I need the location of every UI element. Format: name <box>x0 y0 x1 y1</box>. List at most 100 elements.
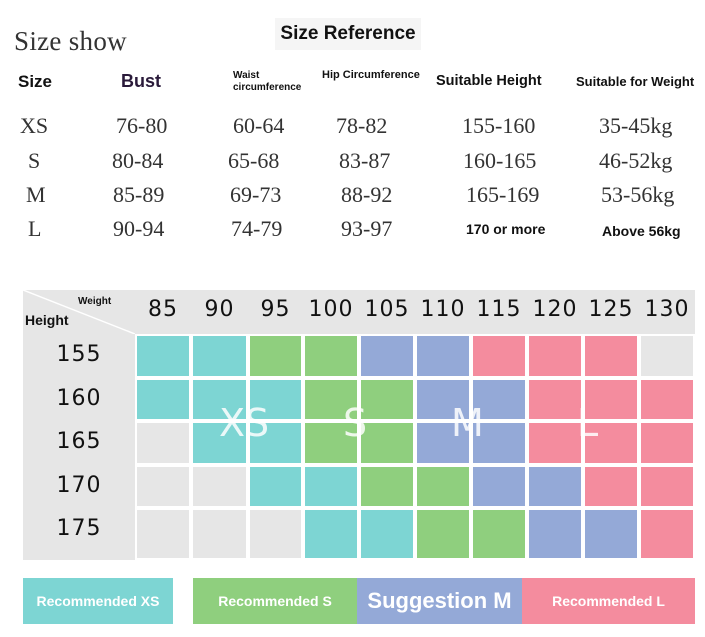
grid-cell-s <box>359 465 415 508</box>
table-cell-weight: 46-52kg <box>599 148 673 173</box>
column-header-bust: Bust <box>121 71 161 91</box>
grid-cell-s <box>415 465 471 508</box>
weight-column-label: 115 <box>476 297 522 322</box>
table-cell-waist: 69-73 <box>230 182 282 207</box>
grid-cell-l <box>527 378 583 421</box>
legend-l: Recommended L <box>522 578 695 624</box>
grid-cell-none <box>135 508 191 560</box>
table-cell-hip: 93-97 <box>341 216 393 241</box>
grid-cell-m <box>471 378 527 421</box>
height-row-label: 170 <box>56 473 102 498</box>
grid-cell-xs <box>191 334 248 378</box>
corner-weight-label: Weight <box>78 296 112 307</box>
weight-column-label: 85 <box>148 297 178 322</box>
legend-m: Suggestion M <box>357 578 522 624</box>
grid-cell-xs <box>303 465 359 508</box>
grid-cell-none <box>191 508 248 560</box>
column-header-weight: Suitable for Weight <box>576 74 695 89</box>
grid-cell-l <box>639 508 695 560</box>
height-row-label: 160 <box>56 386 102 411</box>
grid-cell-s <box>303 421 359 465</box>
grid-cell-none <box>639 334 695 378</box>
size-grid-chart: Weight Height 85 90 95 100 105 110 115 120 125 13… <box>23 290 695 560</box>
legend-s: Recommended S <box>193 578 357 624</box>
grid-cell-l <box>583 465 639 508</box>
grid-cell-s <box>471 508 527 560</box>
grid-cell-s <box>303 378 359 421</box>
grid-cell-m <box>415 334 471 378</box>
table-cell-hip: 88-92 <box>341 182 393 207</box>
height-row-label: 175 <box>56 516 102 541</box>
table-cell-hip: 83-87 <box>339 148 391 173</box>
height-row-label: 155 <box>56 342 102 367</box>
table-cell-waist: 74-79 <box>231 216 283 241</box>
grid-cell-xs <box>135 334 191 378</box>
grid-cell-m <box>415 378 471 421</box>
zone-label-m: M <box>451 401 484 445</box>
grid-cell-l <box>583 421 639 465</box>
table-cell-bust: 90-94 <box>113 216 165 241</box>
grid-cell-l <box>527 421 583 465</box>
grid-cell-m <box>527 465 583 508</box>
grid-cell-l <box>639 465 695 508</box>
size-show-label: Size show <box>14 26 127 56</box>
zone-label-xs: XS <box>219 401 270 445</box>
table-cell-hip: 78-82 <box>336 113 388 138</box>
corner-height-label: Height <box>25 312 69 328</box>
table-cell-height: 165-169 <box>466 182 540 207</box>
zone-label-l: L <box>577 401 599 445</box>
weight-column-label: 105 <box>364 297 410 322</box>
grid-cell-s <box>248 334 303 378</box>
grid-cell-xs <box>248 421 303 465</box>
grid-cell-xs <box>248 465 303 508</box>
grid-cell-xs <box>303 508 359 560</box>
table-cell-weight: 35-45kg <box>599 113 673 138</box>
weight-column-label: 125 <box>588 297 634 322</box>
zone-label-s: S <box>343 401 368 445</box>
grid-cell-s <box>303 334 359 378</box>
table-cell-size: XS <box>20 113 49 138</box>
grid-cell-m <box>471 421 527 465</box>
page-title: Size Reference <box>275 18 421 50</box>
table-cell-weight: Above 56kg <box>602 223 681 239</box>
table-cell-height: 155-160 <box>462 113 536 138</box>
grid-cell-none <box>135 421 191 465</box>
corner-diagonal <box>23 290 135 334</box>
grid-cell-l <box>583 378 639 421</box>
column-header-size: Size <box>18 72 53 91</box>
weight-column-label: 120 <box>532 297 578 322</box>
table-cell-waist: 65-68 <box>228 148 280 173</box>
weight-column-label: 100 <box>308 297 354 322</box>
grid-cell-none <box>248 508 303 560</box>
grid-cell-xs <box>191 421 248 465</box>
grid-cell-l <box>471 334 527 378</box>
table-cell-waist: 60-64 <box>233 113 285 138</box>
column-header-height: Suitable Height <box>436 73 542 89</box>
height-row-label: 165 <box>56 429 102 454</box>
grid-cell-none <box>191 465 248 508</box>
grid-cell-m <box>527 508 583 560</box>
table-cell-weight: 53-56kg <box>601 182 675 207</box>
grid-cell-s <box>359 421 415 465</box>
grid-cell-l <box>639 378 695 421</box>
table-cell-size: L <box>28 216 42 241</box>
grid-cell-l <box>527 334 583 378</box>
grid-cell-none <box>135 465 191 508</box>
grid-cell-xs <box>135 378 191 421</box>
column-header-waist: Waist circumference <box>233 70 302 93</box>
column-header-hip: Hip Circumference <box>322 69 420 81</box>
grid-cell-m <box>415 421 471 465</box>
table-cell-bust: 85-89 <box>113 182 165 207</box>
weight-column-label: 95 <box>260 297 291 322</box>
grid-cell-xs <box>191 378 248 421</box>
grid-cell-l <box>583 334 639 378</box>
weight-column-label: 110 <box>420 297 466 322</box>
grid-cell-m <box>471 465 527 508</box>
weight-column-label: 90 <box>204 297 235 322</box>
table-cell-bust: 80-84 <box>112 148 164 173</box>
weight-column-label: 130 <box>644 297 690 322</box>
grid-cell-s <box>415 508 471 560</box>
table-cell-size: M <box>26 182 46 207</box>
legend-xs: Recommended XS <box>23 578 173 624</box>
table-cell-size: S <box>28 148 41 173</box>
